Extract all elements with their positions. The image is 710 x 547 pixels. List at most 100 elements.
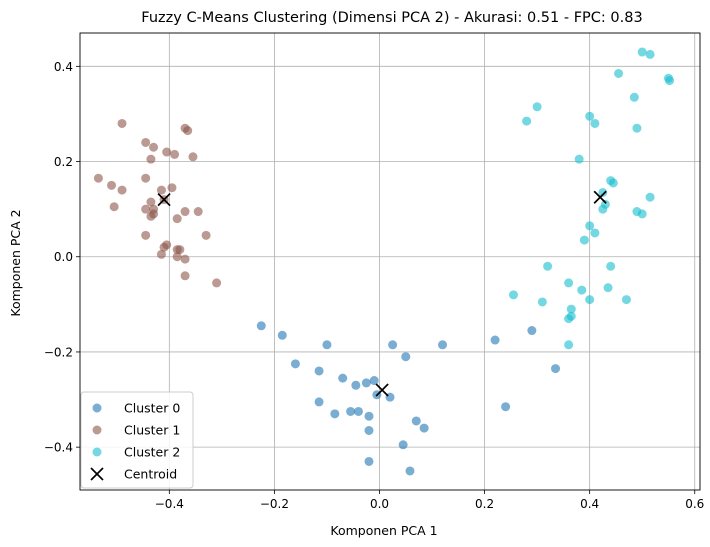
data-point — [585, 221, 595, 231]
legend-marker — [92, 403, 102, 413]
data-point — [645, 49, 655, 59]
data-point — [543, 261, 553, 271]
x-axis-ticks: −0.4 −0.2 0.0 0.2 0.4 0.6 — [155, 490, 704, 511]
data-point — [527, 326, 537, 336]
data-point — [314, 397, 324, 407]
data-point — [156, 249, 166, 259]
y-axis-ticks: −0.4 −0.2 0.0 0.2 0.4 — [44, 60, 80, 455]
legend-entry: Cluster 0 — [92, 401, 180, 416]
data-point — [419, 423, 429, 433]
data-point — [411, 416, 421, 426]
data-point — [180, 271, 190, 281]
data-point — [107, 180, 117, 190]
data-point — [141, 173, 151, 183]
data-point — [162, 240, 172, 250]
data-point — [645, 192, 655, 202]
data-point — [637, 209, 647, 219]
legend-marker — [92, 425, 102, 435]
data-point — [141, 137, 151, 147]
data-point — [156, 185, 166, 195]
data-point — [401, 352, 411, 362]
legend-entry: Cluster 1 — [92, 423, 180, 438]
legend-entry: Centroid — [90, 467, 177, 482]
data-point — [621, 295, 631, 305]
y-tick-label: −0.4 — [44, 441, 73, 455]
data-point — [364, 411, 374, 421]
data-point — [109, 202, 119, 212]
data-point — [364, 456, 374, 466]
y-tick-label: 0.0 — [54, 250, 73, 264]
data-point — [665, 76, 675, 86]
legend-entry: Cluster 2 — [92, 445, 180, 460]
chart-title: Fuzzy C-Means Clustering (Dimensi PCA 2)… — [141, 10, 642, 26]
data-point — [180, 254, 190, 264]
data-point — [172, 252, 182, 262]
data-point — [290, 359, 300, 369]
data-point — [149, 142, 159, 152]
data-point — [322, 340, 332, 350]
legend-marker — [92, 447, 102, 457]
data-point — [353, 406, 363, 416]
data-point — [637, 47, 647, 57]
data-point — [93, 173, 103, 183]
legend-label: Cluster 0 — [124, 401, 180, 416]
data-point — [330, 409, 340, 419]
data-point — [629, 92, 639, 102]
data-point — [167, 183, 177, 193]
data-point — [180, 207, 190, 217]
data-point — [351, 380, 361, 390]
data-point — [490, 335, 500, 345]
legend-label: Centroid — [124, 467, 177, 482]
data-point — [532, 102, 542, 112]
data-point — [172, 214, 182, 224]
y-axis-label: Komponen PCA 2 — [8, 209, 23, 316]
legend-marker — [90, 467, 104, 481]
data-point — [608, 178, 618, 188]
data-point — [606, 261, 616, 271]
centroid-marker — [593, 190, 607, 204]
data-point — [146, 211, 156, 221]
data-point — [585, 295, 595, 305]
data-point — [146, 154, 156, 164]
data-point — [537, 297, 547, 307]
data-point — [577, 285, 587, 295]
data-point — [590, 118, 600, 128]
y-tick-label: 0.4 — [54, 60, 73, 74]
data-point — [183, 126, 193, 136]
data-point — [314, 366, 324, 376]
data-point — [590, 228, 600, 238]
plot-frame — [79, 32, 701, 491]
x-tick-label: 0.6 — [685, 497, 704, 511]
data-point — [603, 283, 613, 293]
data-point — [388, 340, 398, 350]
data-point — [614, 68, 624, 78]
data-point — [201, 230, 211, 240]
data-point — [522, 116, 532, 126]
data-point — [551, 364, 561, 374]
data-point — [405, 466, 415, 476]
data-point — [338, 373, 348, 383]
x-axis-label: Komponen PCA 1 — [330, 523, 437, 538]
data-point — [564, 314, 574, 324]
data-point — [564, 340, 574, 350]
x-tick-label: 0.2 — [475, 497, 494, 511]
data-point — [346, 406, 356, 416]
data-point — [364, 425, 374, 435]
data-point — [579, 235, 589, 245]
x-tick-label: 0.0 — [370, 497, 389, 511]
data-point — [117, 185, 127, 195]
data-point — [117, 118, 127, 128]
legend-box — [80, 391, 194, 489]
data-point — [256, 321, 266, 331]
data-point — [193, 207, 203, 217]
data-points — [93, 47, 675, 476]
data-point — [175, 245, 185, 255]
data-point — [598, 187, 608, 197]
data-point — [170, 149, 180, 159]
data-point — [212, 278, 222, 288]
x-tick-label: −0.4 — [155, 497, 184, 511]
data-point — [162, 147, 172, 157]
data-point — [141, 204, 151, 214]
x-tick-label: 0.4 — [580, 497, 599, 511]
data-point — [398, 440, 408, 450]
